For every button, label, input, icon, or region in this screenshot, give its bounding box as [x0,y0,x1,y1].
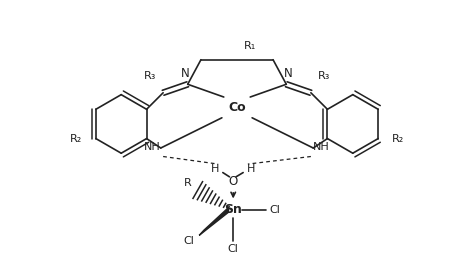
Text: N: N [284,67,293,80]
Text: H: H [210,164,219,174]
Text: Sn: Sn [224,203,242,216]
Text: Co: Co [228,101,246,114]
Text: Cl: Cl [269,205,280,215]
Text: R: R [183,178,191,188]
Text: H: H [247,164,255,174]
Text: R₁: R₁ [244,41,256,51]
Text: Cl: Cl [228,244,238,254]
Text: R₂: R₂ [392,134,404,144]
Polygon shape [199,208,228,235]
Text: R₃: R₃ [144,71,156,81]
Text: N: N [181,67,190,80]
Text: Cl: Cl [183,236,194,246]
Text: R₃: R₃ [318,71,330,81]
Text: R₂: R₂ [70,134,82,144]
Text: NH: NH [144,142,161,152]
Text: NH: NH [313,142,330,152]
Text: O: O [228,175,238,188]
